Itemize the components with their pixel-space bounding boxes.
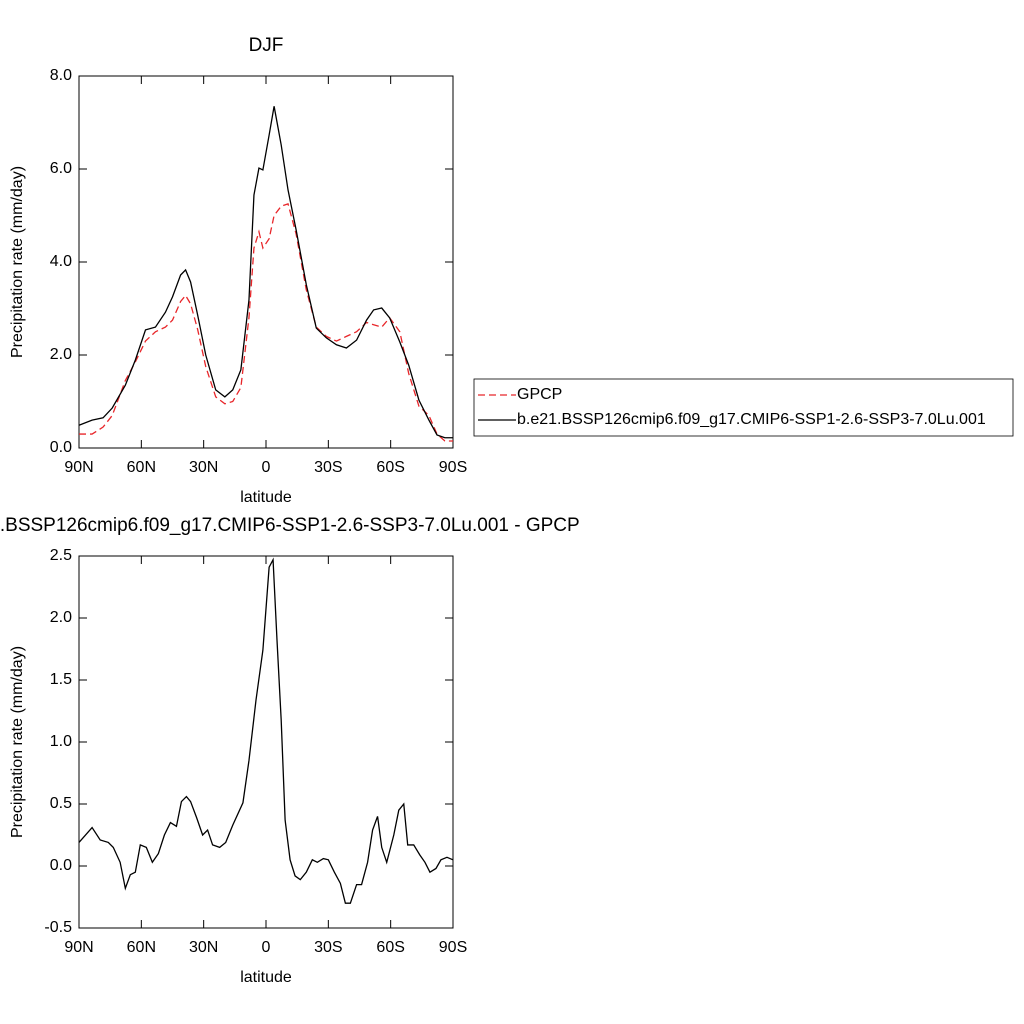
x-axis-label: latitude xyxy=(240,489,292,506)
x-tick-label: 90N xyxy=(64,459,93,476)
x-tick-label: 60N xyxy=(127,459,156,476)
y-tick-label: 1.0 xyxy=(50,733,72,750)
x-tick-label: 90N xyxy=(64,939,93,956)
y-axis-label: Precipitation rate (mm/day) xyxy=(9,646,26,838)
x-axis-label: latitude xyxy=(240,969,292,986)
y-tick-label: 4.0 xyxy=(50,253,72,270)
x-tick-label: 60N xyxy=(127,939,156,956)
data-line xyxy=(78,557,454,904)
y-tick-label: 2.5 xyxy=(50,547,72,564)
chart-title: DJF xyxy=(249,35,284,56)
y-tick-label: 0.5 xyxy=(50,795,72,812)
x-tick-label: 30N xyxy=(189,459,218,476)
y-tick-label: 1.5 xyxy=(50,671,72,688)
legend-label: GPCP xyxy=(517,386,562,403)
x-tick-label: 0 xyxy=(262,939,271,956)
x-tick-label: 30N xyxy=(189,939,218,956)
x-tick-label: 90S xyxy=(439,939,467,956)
x-tick-label: 60S xyxy=(376,459,404,476)
y-tick-label: 6.0 xyxy=(50,160,72,177)
y-tick-label: 2.0 xyxy=(50,346,72,363)
x-tick-label: 60S xyxy=(376,939,404,956)
y-tick-label: -0.5 xyxy=(44,919,72,936)
x-tick-label: 90S xyxy=(439,459,467,476)
chart-title: b.e21.BSSP126cmip6.f09_g17.CMIP6-SSP1-2.… xyxy=(0,515,580,536)
data-line xyxy=(79,203,453,442)
legend-box xyxy=(473,378,1014,437)
data-line xyxy=(78,106,453,439)
y-tick-label: 0.0 xyxy=(50,439,72,456)
y-axis-label: Precipitation rate (mm/day) xyxy=(9,166,26,358)
legend-label: b.e21.BSSP126cmip6.f09_g17.CMIP6-SSP1-2.… xyxy=(517,411,986,428)
y-tick-label: 2.0 xyxy=(50,609,72,626)
y-tick-label: 0.0 xyxy=(50,857,72,874)
x-tick-label: 30S xyxy=(314,459,342,476)
x-tick-label: 30S xyxy=(314,939,342,956)
plot-frame xyxy=(78,75,454,449)
y-tick-label: 8.0 xyxy=(50,67,72,84)
x-tick-label: 0 xyxy=(262,459,271,476)
